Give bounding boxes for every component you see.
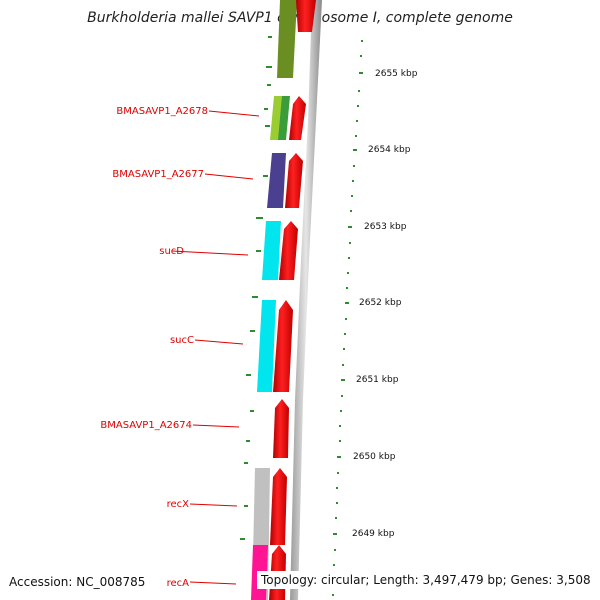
genome-backbone bbox=[290, 0, 322, 600]
accession-text: Accession: NC_008785 bbox=[9, 575, 146, 589]
gene-arrow bbox=[270, 468, 287, 545]
gene-arrow bbox=[289, 96, 306, 140]
topology-text: Topology: circular; Length: 3,497,479 bp… bbox=[257, 571, 595, 589]
gene-label-sucd: sucD bbox=[159, 246, 184, 257]
kbp-label: 2653 kbp bbox=[364, 222, 407, 232]
kbp-label: 2649 kbp bbox=[352, 529, 395, 539]
orf-block-navy bbox=[267, 153, 286, 208]
orf-block-cyan-2 bbox=[257, 300, 276, 392]
gene-label-succ: sucC bbox=[170, 335, 194, 346]
orf-block-olive bbox=[277, 0, 297, 78]
kbp-label: 2652 kbp bbox=[359, 298, 402, 308]
kbp-labels: 2655 kbp 2654 kbp 2653 kbp 2652 kbp 2651… bbox=[352, 69, 418, 539]
orf-block-cyan-1 bbox=[262, 221, 281, 280]
gene-arrow bbox=[279, 221, 298, 280]
gene-label-a2674: BMASAVP1_A2674 bbox=[100, 420, 192, 431]
gene-label-reca: recA bbox=[167, 578, 190, 589]
kbp-label: 2655 kbp bbox=[375, 69, 418, 79]
leader-lines bbox=[171, 110, 260, 585]
gene-label-a2677: BMASAVP1_A2677 bbox=[112, 169, 204, 180]
gene-arrow bbox=[296, 0, 316, 32]
kbp-label: 2654 kbp bbox=[368, 145, 411, 155]
kbp-label: 2650 kbp bbox=[353, 452, 396, 462]
gene-arrows bbox=[269, 0, 316, 600]
gene-label-a2678: BMASAVP1_A2678 bbox=[116, 106, 208, 117]
scale-dots bbox=[332, 40, 363, 596]
left-ticks bbox=[240, 36, 272, 540]
orf-block-green-stripe bbox=[278, 96, 290, 140]
gene-arrow bbox=[285, 153, 303, 208]
gene-arrow bbox=[273, 300, 293, 392]
gene-label-recx: recX bbox=[167, 499, 190, 510]
gene-arrow bbox=[273, 399, 289, 458]
kbp-label: 2651 kbp bbox=[356, 375, 399, 385]
gene-labels: BMASAVP1_A2678 BMASAVP1_A2677 sucD sucC … bbox=[100, 106, 208, 589]
